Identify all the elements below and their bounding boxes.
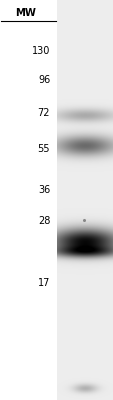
Text: 17: 17 [37,278,50,288]
Text: 130: 130 [32,46,50,56]
Text: 55: 55 [37,144,50,154]
Text: MW: MW [14,8,35,18]
Text: 72: 72 [37,108,50,118]
Text: 96: 96 [38,75,50,85]
Text: 36: 36 [38,185,50,195]
Text: 28: 28 [37,216,50,226]
